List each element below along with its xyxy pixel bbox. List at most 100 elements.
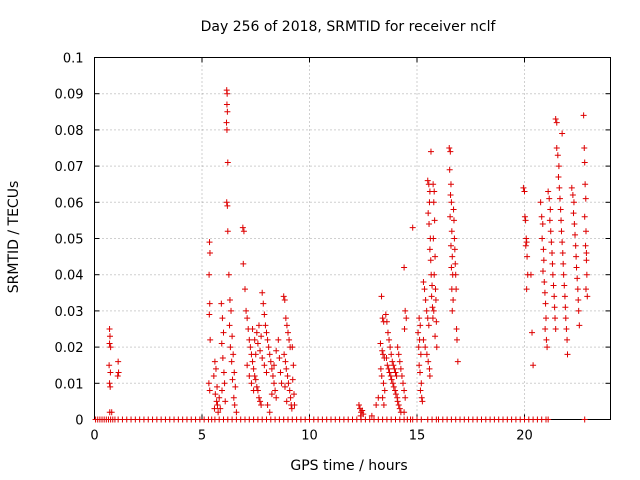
- y-tick-label: 0.1: [63, 52, 84, 67]
- data-point-marker: [432, 297, 439, 304]
- data-point-marker: [289, 344, 296, 351]
- data-point-marker: [564, 336, 571, 343]
- data-point-marker: [232, 383, 239, 390]
- data-point-marker: [417, 322, 424, 329]
- data-point-marker: [423, 351, 430, 358]
- data-point-marker: [561, 293, 568, 300]
- data-point-marker: [420, 336, 427, 343]
- data-point-marker: [263, 329, 270, 336]
- data-point-marker: [244, 315, 251, 322]
- data-point-marker: [556, 195, 563, 202]
- data-point-marker: [583, 257, 590, 264]
- data-point-marker: [543, 336, 550, 343]
- data-point-marker: [432, 286, 439, 293]
- data-point-marker: [423, 307, 430, 314]
- data-point-marker: [240, 228, 247, 235]
- data-point-marker: [384, 329, 391, 336]
- data-point-marker: [206, 387, 213, 394]
- data-point-marker: [248, 380, 255, 387]
- data-point-marker: [231, 369, 238, 376]
- data-point-marker: [380, 402, 387, 409]
- data-point-marker: [390, 362, 397, 369]
- data-point-marker: [422, 344, 429, 351]
- data-point-marker: [420, 278, 427, 285]
- x-axis-label: GPS time / hours: [290, 458, 407, 474]
- data-point-marker: [401, 326, 408, 332]
- data-point-marker: [289, 376, 296, 383]
- data-point-marker: [582, 195, 589, 202]
- data-point-marker: [581, 213, 588, 220]
- data-point-marker: [431, 217, 438, 224]
- data-point-marker: [250, 365, 257, 372]
- data-point-marker: [217, 405, 224, 412]
- data-point-marker: [559, 249, 566, 256]
- data-point-marker: [582, 228, 589, 235]
- data-point-marker: [246, 373, 253, 380]
- data-point-marker: [224, 202, 231, 209]
- data-point-marker: [568, 184, 575, 191]
- data-point-marker: [255, 322, 262, 329]
- data-point-marker: [551, 304, 558, 311]
- data-point-marker: [379, 315, 386, 322]
- data-point-marker: [446, 145, 453, 151]
- data-point-marker: [106, 362, 113, 369]
- data-point-marker: [211, 358, 218, 365]
- data-point-marker: [555, 163, 562, 170]
- data-point-marker: [560, 271, 567, 278]
- data-point-marker: [223, 126, 230, 133]
- data-point-marker: [448, 264, 455, 271]
- data-point-marker: [447, 242, 454, 249]
- data-point-marker: [561, 282, 568, 289]
- data-point-marker: [450, 217, 457, 224]
- data-point-marker: [552, 315, 559, 322]
- data-point-marker: [271, 362, 278, 369]
- y-tick-label: 0.09: [55, 88, 84, 103]
- data-point-marker: [252, 351, 259, 358]
- data-point-marker: [282, 358, 289, 365]
- data-point-marker: [450, 206, 457, 213]
- data-point-marker: [282, 315, 289, 322]
- data-point-marker: [264, 402, 271, 409]
- data-point-marker: [219, 354, 226, 361]
- data-point-marker: [222, 398, 229, 405]
- data-point-marker: [218, 387, 225, 394]
- data-point-marker: [265, 344, 272, 351]
- data-point-marker: [383, 354, 390, 361]
- x-tick-label: 0: [90, 429, 98, 444]
- x-axis: 0 5 10 15 20: [90, 57, 533, 444]
- data-point-marker: [520, 184, 527, 191]
- data-point-marker: [553, 145, 560, 151]
- data-point-marker: [230, 351, 237, 358]
- data-point-marker: [206, 300, 213, 307]
- data-point-marker: [582, 242, 589, 249]
- data-point-marker: [538, 213, 545, 220]
- data-point-marker: [281, 383, 288, 390]
- data-point-marker: [541, 289, 548, 296]
- data-point-marker: [272, 387, 279, 394]
- data-point-marker: [247, 344, 254, 351]
- data-point-marker: [284, 373, 291, 380]
- data-point-marker: [385, 365, 392, 372]
- data-point-marker: [421, 286, 428, 293]
- data-point-marker: [223, 199, 230, 206]
- data-point-marker: [547, 206, 554, 213]
- data-point-marker: [254, 340, 261, 347]
- data-point-marker: [542, 300, 549, 307]
- data-point-marker: [542, 326, 549, 332]
- data-point-marker: [425, 322, 432, 329]
- data-point-marker: [253, 383, 260, 390]
- data-point-marker: [285, 380, 292, 387]
- data-point-marker: [389, 358, 396, 365]
- data-point-marker: [551, 293, 558, 300]
- data-point-marker: [524, 253, 531, 260]
- data-point-marker: [433, 318, 440, 325]
- data-point-marker: [549, 260, 556, 267]
- data-point-marker: [211, 405, 218, 412]
- data-point-marker: [424, 315, 431, 322]
- data-point-marker: [286, 336, 293, 343]
- data-point-marker: [559, 130, 566, 137]
- data-point-marker: [378, 293, 385, 300]
- data-point-marker: [233, 409, 240, 416]
- data-point-marker: [223, 101, 230, 108]
- data-point-marker: [357, 412, 364, 419]
